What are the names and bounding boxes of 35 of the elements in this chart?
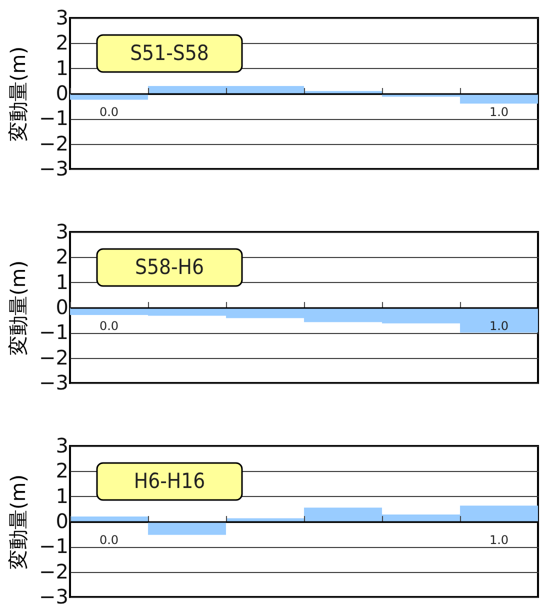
y-tick-label: 0 bbox=[56, 509, 68, 533]
y-tick-label: 3 bbox=[56, 220, 68, 244]
y-tick-label: 2 bbox=[56, 30, 68, 55]
y-tick-label: −1 bbox=[39, 106, 68, 130]
x-tick-label: 1.0 bbox=[489, 533, 509, 547]
y-axis-title: 変動量(m) bbox=[6, 46, 30, 142]
y-tick-label: 2 bbox=[56, 244, 68, 269]
y-tick-label: 3 bbox=[56, 6, 68, 30]
y-tick-label: 1 bbox=[56, 484, 68, 508]
x-tick-label: 0.0 bbox=[99, 319, 119, 333]
y-tick-label: −2 bbox=[39, 345, 68, 370]
x-tick-label: 1.0 bbox=[489, 319, 509, 333]
x-tick-label: 1.0 bbox=[489, 105, 509, 119]
x-tick-label: 0.0 bbox=[99, 105, 119, 119]
y-tick-label: −2 bbox=[39, 559, 68, 584]
y-tick-label: 1 bbox=[56, 56, 68, 80]
y-tick-label: −1 bbox=[39, 320, 68, 344]
y-tick-label: 2 bbox=[56, 458, 68, 483]
y-tick-label: −1 bbox=[39, 534, 68, 558]
y-tick-label: −3 bbox=[39, 156, 68, 180]
text: S58-H6 bbox=[134, 255, 204, 279]
y-tick-label: 0 bbox=[56, 295, 68, 319]
y-axis-title: 変動量(m) bbox=[6, 260, 30, 356]
bar bbox=[70, 516, 148, 522]
text: H6-H16 bbox=[134, 469, 206, 493]
x-tick-label: 0.0 bbox=[99, 533, 119, 547]
y-tick-label: −2 bbox=[39, 131, 68, 156]
y-tick-label: 0 bbox=[56, 81, 68, 105]
bar bbox=[148, 522, 226, 535]
text: S51-S58 bbox=[130, 41, 209, 65]
y-axis-title: 変動量(m) bbox=[6, 474, 30, 570]
y-tick-label: 3 bbox=[56, 434, 68, 458]
y-tick-label: −3 bbox=[39, 370, 68, 394]
y-tick-label: −3 bbox=[39, 584, 68, 608]
y-tick-label: 1 bbox=[56, 270, 68, 294]
